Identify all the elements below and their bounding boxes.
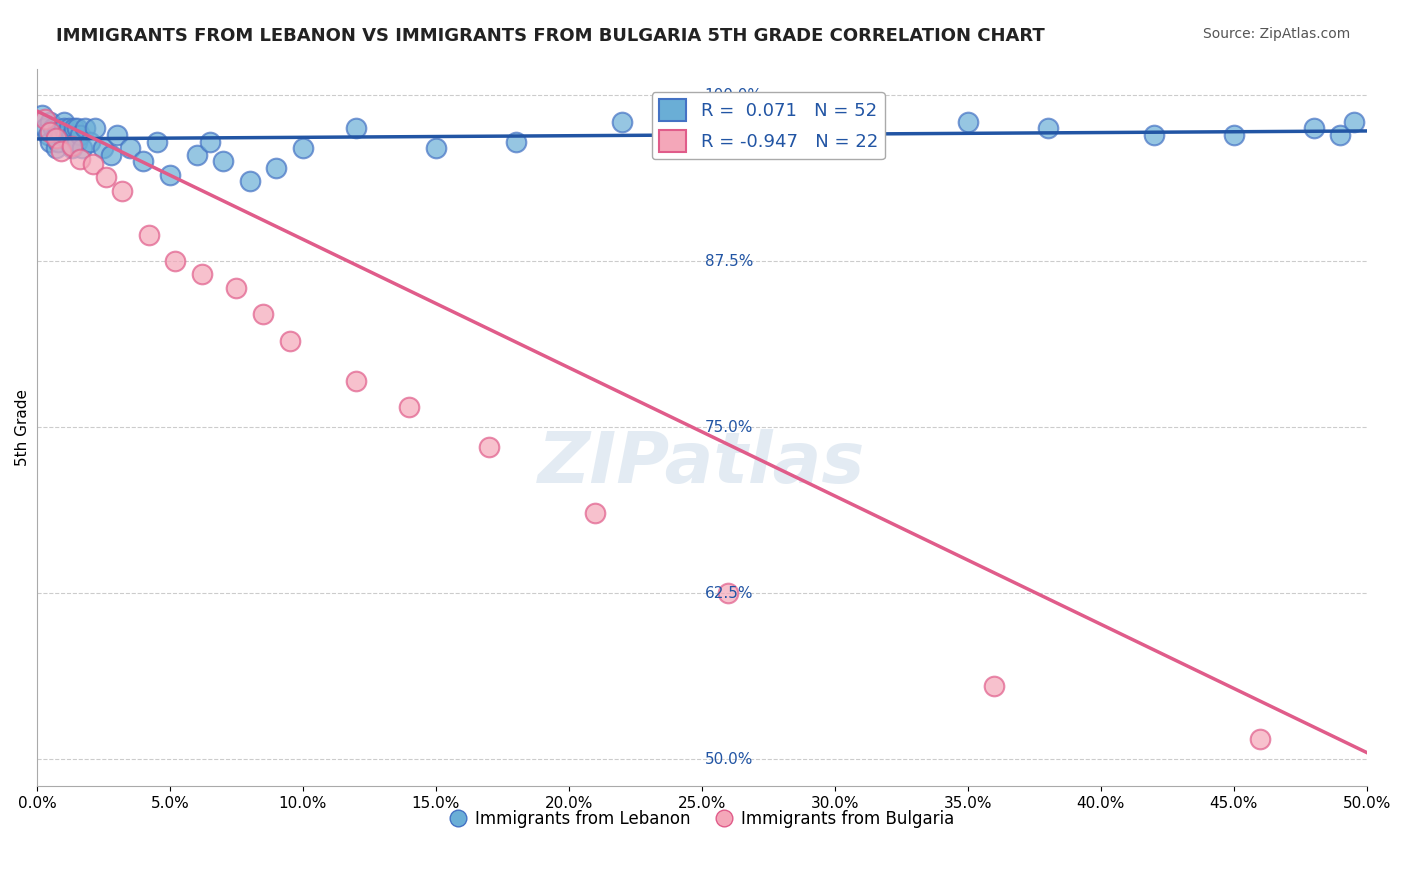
Point — [198, 135, 221, 149]
Point — [1302, 121, 1324, 136]
Point — [118, 141, 141, 155]
Point — [717, 586, 740, 600]
Point — [344, 121, 367, 136]
Point — [79, 135, 101, 149]
Point — [278, 334, 301, 348]
Point — [344, 374, 367, 388]
Point — [70, 141, 93, 155]
Point — [252, 307, 274, 321]
Point — [58, 121, 80, 136]
Point — [1249, 732, 1271, 747]
Point — [39, 135, 62, 149]
Text: IMMIGRANTS FROM LEBANON VS IMMIGRANTS FROM BULGARIA 5TH GRADE CORRELATION CHART: IMMIGRANTS FROM LEBANON VS IMMIGRANTS FR… — [56, 27, 1045, 45]
Point — [100, 148, 122, 162]
Point — [159, 168, 181, 182]
Point — [717, 135, 740, 149]
Point — [31, 108, 53, 122]
Point — [585, 507, 607, 521]
Point — [105, 128, 128, 142]
Point — [1223, 128, 1246, 142]
Point — [398, 401, 420, 415]
Text: ZIPatlas: ZIPatlas — [538, 428, 866, 498]
Point — [45, 128, 67, 142]
Y-axis label: 5th Grade: 5th Grade — [15, 389, 30, 466]
Point — [186, 148, 208, 162]
Point — [34, 121, 56, 136]
Text: 62.5%: 62.5% — [704, 586, 754, 600]
Point — [165, 254, 187, 268]
Text: 50.0%: 50.0% — [704, 752, 754, 767]
Point — [63, 121, 86, 136]
Point — [60, 138, 83, 153]
Point — [610, 114, 633, 128]
Point — [49, 128, 72, 142]
Point — [212, 154, 235, 169]
Text: 100.0%: 100.0% — [704, 87, 762, 103]
Point — [60, 128, 83, 142]
Point — [1143, 128, 1166, 142]
Point — [39, 114, 62, 128]
Text: 75.0%: 75.0% — [704, 419, 754, 434]
Point — [49, 144, 72, 158]
Point — [824, 128, 846, 142]
Point — [42, 121, 65, 136]
Point — [58, 135, 80, 149]
Point — [983, 679, 1005, 693]
Point — [60, 141, 83, 155]
Point — [478, 440, 501, 454]
Point — [46, 135, 69, 149]
Point — [266, 161, 288, 175]
Point — [239, 174, 262, 188]
Point — [69, 152, 91, 166]
Point — [225, 281, 247, 295]
Point — [138, 227, 160, 242]
Point — [1329, 128, 1351, 142]
Point — [94, 170, 117, 185]
Point — [52, 114, 75, 128]
Point — [66, 121, 89, 136]
Point — [111, 184, 134, 198]
Point — [191, 268, 214, 282]
Point — [45, 130, 67, 145]
Point — [1036, 121, 1059, 136]
Point — [73, 121, 96, 136]
Legend: Immigrants from Lebanon, Immigrants from Bulgaria: Immigrants from Lebanon, Immigrants from… — [443, 804, 960, 835]
Point — [505, 135, 527, 149]
Text: 87.5%: 87.5% — [704, 253, 754, 268]
Point — [291, 141, 314, 155]
Point — [66, 135, 89, 149]
Point — [132, 154, 155, 169]
Point — [93, 141, 115, 155]
Point — [34, 112, 56, 126]
Point — [46, 121, 69, 136]
Point — [69, 128, 91, 142]
Point — [45, 141, 67, 155]
Point — [425, 141, 447, 155]
Point — [145, 135, 167, 149]
Point — [82, 157, 104, 171]
Point — [1343, 114, 1365, 128]
Text: Source: ZipAtlas.com: Source: ZipAtlas.com — [1202, 27, 1350, 41]
Point — [84, 121, 107, 136]
Point — [37, 128, 59, 142]
Point — [39, 125, 62, 139]
Point — [956, 114, 979, 128]
Point — [55, 128, 77, 142]
Point — [52, 121, 75, 136]
